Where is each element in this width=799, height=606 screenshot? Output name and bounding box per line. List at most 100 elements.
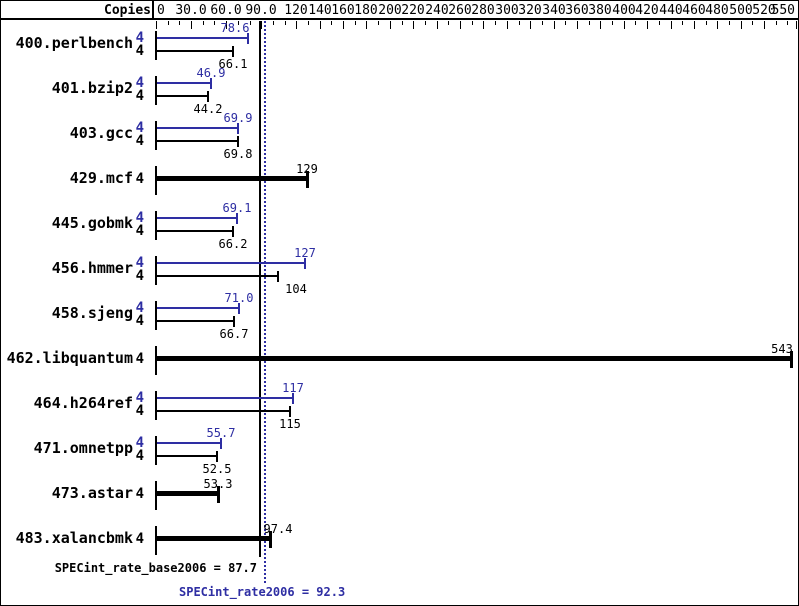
benchmark-label: 403.gcc <box>69 124 133 142</box>
axis-minor-tick <box>238 21 239 25</box>
bar-end-tick <box>289 406 291 417</box>
copies-value: 4 <box>135 223 144 239</box>
bar-group-baseline <box>155 121 157 150</box>
copies-value: 4 <box>135 351 144 367</box>
axis-major-tick <box>694 21 695 29</box>
bar-end-tick <box>292 393 294 404</box>
benchmark-label: 471.omnetpp <box>33 439 133 457</box>
base-bar <box>157 455 217 457</box>
bar-end-tick <box>236 213 238 224</box>
benchmark-label: 445.gobmk <box>51 214 133 232</box>
value-label: 543 <box>771 342 793 356</box>
axis-major-tick <box>320 21 321 29</box>
axis-minor-tick <box>331 21 332 25</box>
base-bar <box>157 275 278 277</box>
peak-bar <box>157 262 305 264</box>
value-label: 71.0 <box>224 291 254 305</box>
axis-minor-tick <box>682 21 683 25</box>
axis-tick-label: 30.0 <box>175 3 207 18</box>
base-peak-bar <box>157 491 220 496</box>
copies-value: 4 <box>135 210 144 226</box>
axis-major-tick <box>624 21 625 29</box>
copies-value: 4 <box>135 448 144 464</box>
axis-major-tick <box>366 21 367 29</box>
value-label: 55.7 <box>206 426 236 440</box>
axis-minor-tick <box>565 21 566 25</box>
axis-minor-tick <box>273 21 274 25</box>
value-label: 69.8 <box>223 147 253 161</box>
copies-value: 4 <box>135 486 144 502</box>
value-label: 115 <box>279 417 301 431</box>
axis-minor-tick <box>752 21 753 25</box>
copies-value: 4 <box>135 313 144 329</box>
value-label: 53.3 <box>203 477 233 491</box>
bar-end-tick <box>232 46 234 57</box>
copies-value: 4 <box>135 435 144 451</box>
value-label: 66.1 <box>218 57 248 71</box>
axis-minor-tick <box>589 21 590 25</box>
axis-tick-label: 400 <box>612 3 636 18</box>
axis-minor-tick <box>472 21 473 25</box>
axis-minor-tick <box>612 21 613 25</box>
peak-bar <box>157 127 238 129</box>
benchmark-label: 458.sjeng <box>51 304 133 322</box>
axis-tick-label: 420 <box>635 3 659 18</box>
axis-major-tick <box>390 21 391 29</box>
value-label: 117 <box>282 381 304 395</box>
axis-minor-tick <box>776 21 777 25</box>
axis-minor-tick <box>659 21 660 25</box>
copies-value: 4 <box>135 75 144 91</box>
axis-major-tick <box>530 21 531 29</box>
axis-major-tick <box>460 21 461 29</box>
copies-value: 4 <box>135 300 144 316</box>
axis-tick-label: 380 <box>588 3 612 18</box>
value-label: 52.5 <box>202 462 232 476</box>
benchmark-label: 464.h264ref <box>33 394 133 412</box>
bar-group-baseline <box>155 346 157 375</box>
axis-major-tick <box>226 21 227 29</box>
axis-tick-label: 340 <box>542 3 566 18</box>
value-label: 69.9 <box>223 111 253 125</box>
bar-group-baseline <box>155 256 157 285</box>
base-bar <box>157 230 233 232</box>
value-label: 97.4 <box>263 522 293 536</box>
value-label: 66.2 <box>218 237 248 251</box>
bar-end-tick <box>220 438 222 449</box>
base-peak-bar <box>157 356 793 361</box>
axis-minor-tick <box>250 21 251 25</box>
axis-major-tick <box>554 21 555 29</box>
axis-tick-label: 180 <box>354 3 378 18</box>
axis-tick-label: 300 <box>495 3 519 18</box>
axis-major-tick <box>413 21 414 29</box>
axis-tick-label: 260 <box>448 3 472 18</box>
axis-major-tick <box>437 21 438 29</box>
axis-major-tick <box>741 21 742 29</box>
bar-end-tick <box>247 33 249 44</box>
benchmark-label: 429.mcf <box>69 169 133 187</box>
copies-value: 4 <box>135 255 144 271</box>
base-bar <box>157 410 290 412</box>
bar-group-baseline <box>155 166 157 195</box>
axis-major-tick <box>191 21 192 29</box>
peak-bar <box>157 217 237 219</box>
bar-group-baseline <box>155 76 157 105</box>
axis-tick-label: 120 <box>284 3 308 18</box>
benchmark-label: 473.astar <box>51 484 133 502</box>
copies-value: 4 <box>135 390 144 406</box>
axis-minor-tick <box>519 21 520 25</box>
axis-minor-tick <box>425 21 426 25</box>
axis-major-tick <box>296 21 297 29</box>
axis-minor-tick <box>168 21 169 25</box>
axis-minor-tick <box>448 21 449 25</box>
copies-value: 4 <box>135 171 144 187</box>
axis-minor-tick <box>542 21 543 25</box>
axis-major-tick <box>483 21 484 29</box>
copies-value: 4 <box>135 403 144 419</box>
summary-base-rate: SPECint_rate_base2006 = 87.7 <box>54 561 257 575</box>
axis-minor-tick <box>308 21 309 25</box>
bar-end-tick <box>790 351 793 368</box>
axis-minor-tick <box>402 21 403 25</box>
axis-tick-label: 90.0 <box>245 3 277 18</box>
bar-group-baseline <box>155 436 157 465</box>
